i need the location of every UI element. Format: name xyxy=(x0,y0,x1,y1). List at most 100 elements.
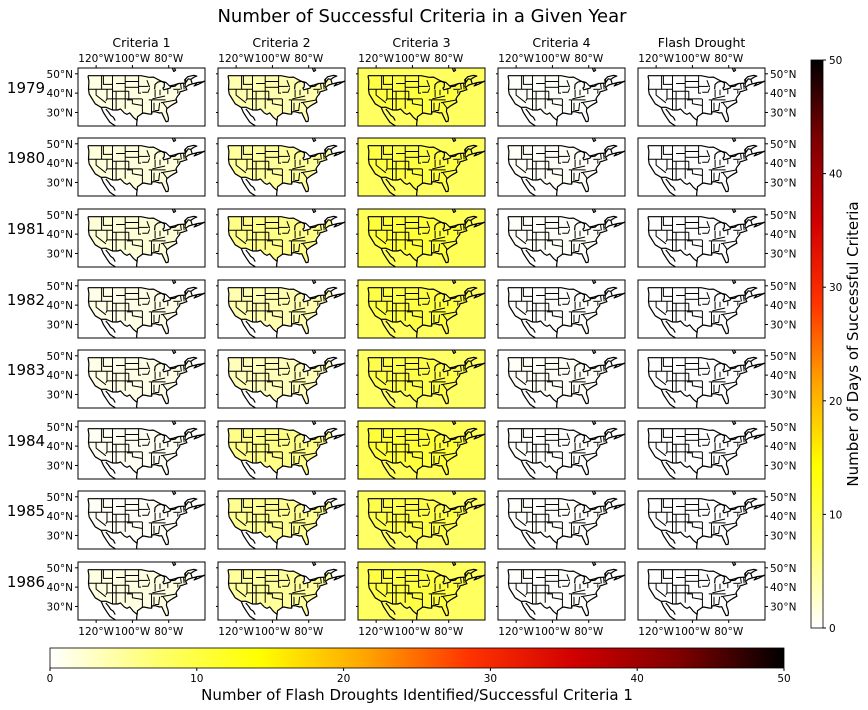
state-border xyxy=(184,79,187,87)
panel-frame xyxy=(637,349,766,409)
map-panel: 50°N 40°N 30°N xyxy=(47,279,206,339)
boundary-line xyxy=(192,221,205,228)
boundary-line xyxy=(276,332,278,338)
y-tick-label: 30°N xyxy=(770,177,796,189)
state-border xyxy=(655,371,667,386)
boundary-line xyxy=(665,461,676,474)
boundary-line xyxy=(324,144,338,154)
state-border xyxy=(302,314,308,321)
x-tick-label: 100°W xyxy=(535,626,571,638)
state-border xyxy=(515,89,527,104)
state-border xyxy=(375,89,387,104)
state-border xyxy=(702,229,711,234)
panel-frame xyxy=(217,490,346,550)
state-border xyxy=(323,365,325,372)
state-border xyxy=(706,362,711,370)
state-border xyxy=(155,243,161,252)
boundary-line xyxy=(604,356,618,366)
state-border xyxy=(300,169,317,174)
y-tick-label: 40°N xyxy=(770,229,796,241)
state-border xyxy=(324,432,327,440)
boundary-line xyxy=(464,215,478,225)
state-border xyxy=(715,455,721,464)
boundary-line xyxy=(332,574,345,581)
state-border xyxy=(138,75,141,94)
map-panel: 50°N 40°N 30°N xyxy=(47,420,206,480)
state-border xyxy=(515,442,527,457)
state-border xyxy=(302,102,308,109)
boundary-line xyxy=(136,543,138,549)
state-border xyxy=(127,169,143,176)
column-header: Criteria 2 xyxy=(252,35,310,50)
state-border xyxy=(604,149,607,157)
state-border xyxy=(464,291,467,299)
state-border xyxy=(160,99,177,104)
state-border xyxy=(580,169,597,174)
panel-frame xyxy=(357,490,486,550)
boundary-line xyxy=(525,390,536,403)
state-border xyxy=(138,145,141,164)
map-panel xyxy=(496,208,626,268)
boundary-line xyxy=(332,221,345,228)
state-border xyxy=(267,311,283,318)
state-border xyxy=(558,569,561,588)
boundary-line xyxy=(332,292,345,299)
island-outline xyxy=(591,68,597,73)
state-border xyxy=(604,220,607,228)
boundary-line xyxy=(276,614,278,620)
state-border xyxy=(572,448,586,453)
state-border xyxy=(278,145,281,164)
coastline xyxy=(227,357,333,405)
boundary-line xyxy=(332,362,345,369)
state-border xyxy=(382,75,393,85)
island-outline xyxy=(451,350,457,355)
state-border xyxy=(282,511,291,516)
state-border xyxy=(435,243,441,252)
state-border xyxy=(720,169,737,174)
state-border xyxy=(152,236,166,241)
state-border xyxy=(323,436,325,443)
state-border xyxy=(432,236,446,241)
state-border xyxy=(715,102,721,111)
state-border xyxy=(242,428,253,438)
state-border xyxy=(603,577,605,584)
boundary-line xyxy=(574,80,599,90)
state-border xyxy=(292,589,306,594)
boundary-line xyxy=(464,568,478,578)
state-border xyxy=(566,80,571,88)
colorbar-bottom-label: Number of Flash Droughts Identified/Succ… xyxy=(201,686,633,704)
state-border xyxy=(320,295,322,302)
boundary-line xyxy=(464,74,478,84)
island-outline xyxy=(731,138,737,143)
boundary-line xyxy=(665,249,676,262)
boundary-line xyxy=(752,80,765,87)
state-border xyxy=(603,83,605,90)
state-border xyxy=(706,574,711,582)
map-panel: 50°N 40°N 30°N xyxy=(637,137,796,197)
boundary-line xyxy=(154,574,179,584)
state-border xyxy=(375,371,387,386)
boundary-line xyxy=(240,601,256,620)
state-border xyxy=(558,357,561,376)
state-border xyxy=(706,292,711,300)
boundary-line xyxy=(464,427,478,437)
panel-frame xyxy=(217,561,346,621)
x-tick-label: 120°W xyxy=(218,626,254,638)
state-border xyxy=(138,569,141,588)
state-border xyxy=(282,441,291,446)
state-border xyxy=(184,220,187,228)
state-border xyxy=(320,83,322,90)
boundary-line xyxy=(385,249,396,262)
coastline xyxy=(227,428,333,476)
state-border xyxy=(604,432,607,440)
colorbar-tick-label: 0 xyxy=(47,673,54,685)
state-border xyxy=(687,522,703,529)
state-border xyxy=(180,153,182,160)
y-tick-label: 30°N xyxy=(47,460,73,472)
state-border xyxy=(286,574,291,582)
state-border xyxy=(706,433,711,441)
boundary-line xyxy=(184,144,198,154)
state-border xyxy=(603,436,605,443)
state-border xyxy=(744,502,747,510)
state-border xyxy=(547,99,563,106)
